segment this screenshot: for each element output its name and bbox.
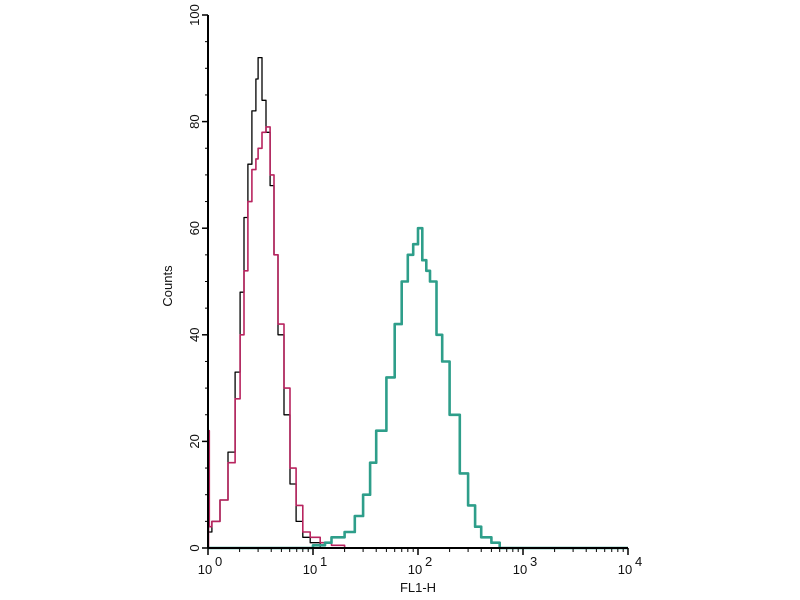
y-tick-label: 0: [187, 544, 202, 551]
x-tick-exponent: 2: [425, 554, 432, 569]
y-tick-label: 40: [187, 328, 202, 342]
y-tick-label: 80: [187, 114, 202, 128]
y-tick-label: 100: [187, 4, 202, 26]
series-layer: [207, 56, 628, 550]
x-tick-label: 10: [408, 562, 422, 577]
y-axis-title: Counts: [160, 265, 175, 307]
y-tick-label: 20: [187, 434, 202, 448]
x-tick-exponent: 0: [215, 554, 222, 569]
x-tick-label: 10: [198, 562, 212, 577]
x-tick-label: 10: [618, 562, 632, 577]
x-tick-exponent: 3: [530, 554, 537, 569]
series-line-1: [207, 126, 628, 549]
series-line-2: [208, 226, 628, 550]
x-tick-exponent: 4: [635, 554, 642, 569]
x-tick-label: 10: [513, 562, 527, 577]
x-tick-label: 10: [303, 562, 317, 577]
x-tick-exponent: 1: [320, 554, 327, 569]
x-axis-title: FL1-H: [400, 580, 436, 595]
y-tick-label: 60: [187, 221, 202, 235]
